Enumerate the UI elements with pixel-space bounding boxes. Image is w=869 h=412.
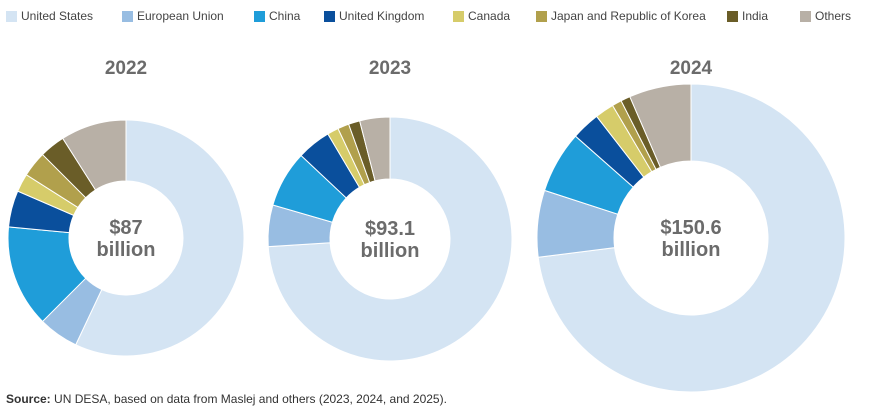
center-total-value: $150.6 bbox=[660, 217, 721, 239]
legend-item-4: Canada bbox=[453, 9, 510, 23]
chart-year-title: 2023 bbox=[369, 58, 411, 79]
legend-item-1: European Union bbox=[122, 9, 224, 23]
center-total-unit: billion bbox=[361, 240, 420, 262]
legend-item-2: China bbox=[254, 9, 300, 23]
source-text: UN DESA, based on data from Maslej and o… bbox=[50, 392, 447, 406]
slice-2024-united-states bbox=[537, 83, 846, 393]
legend-item-0: United States bbox=[6, 9, 93, 23]
legend-label: United States bbox=[21, 9, 94, 23]
slice-2023-others bbox=[359, 116, 391, 182]
chart-year-title: 2022 bbox=[105, 58, 147, 79]
source-label: Source: bbox=[6, 392, 51, 406]
legend-label: European Union bbox=[137, 9, 224, 23]
legend-item-5: Japan and Republic of Korea bbox=[536, 9, 706, 23]
legend-swatch bbox=[800, 10, 811, 22]
legend-label: Japan and Republic of Korea bbox=[551, 9, 706, 23]
legend-label: Others bbox=[815, 9, 852, 23]
slice-2022-others bbox=[62, 119, 127, 191]
chart-year-title: 2024 bbox=[670, 58, 713, 79]
legend-swatch bbox=[254, 10, 265, 22]
legend-swatch bbox=[727, 10, 738, 22]
legend-swatch bbox=[453, 10, 464, 22]
legend-swatch bbox=[536, 10, 547, 22]
slice-2022-united-states bbox=[75, 119, 245, 357]
legend-item-7: Others bbox=[800, 9, 851, 23]
legend-label: United Kingdom bbox=[339, 9, 425, 23]
center-total-value: $93.1 bbox=[365, 218, 415, 240]
legend-label: Canada bbox=[468, 9, 511, 23]
slice-2023-united-states bbox=[267, 116, 513, 362]
legend-item-3: United Kingdom bbox=[324, 9, 424, 23]
legend-swatch bbox=[6, 10, 17, 22]
center-total-unit: billion bbox=[662, 239, 721, 261]
legend-label: China bbox=[269, 9, 301, 23]
center-total-unit: billion bbox=[97, 239, 156, 261]
center-total-value: $87 bbox=[109, 217, 142, 239]
legend-swatch bbox=[122, 10, 133, 22]
legend-label: India bbox=[742, 9, 769, 23]
source-note: Source: UN DESA, based on data from Masl… bbox=[6, 392, 447, 406]
slice-2024-others bbox=[629, 83, 692, 168]
legend-swatch bbox=[324, 10, 335, 22]
legend: United States European Union China United K… bbox=[6, 9, 866, 29]
legend-item-6: India bbox=[727, 9, 768, 23]
